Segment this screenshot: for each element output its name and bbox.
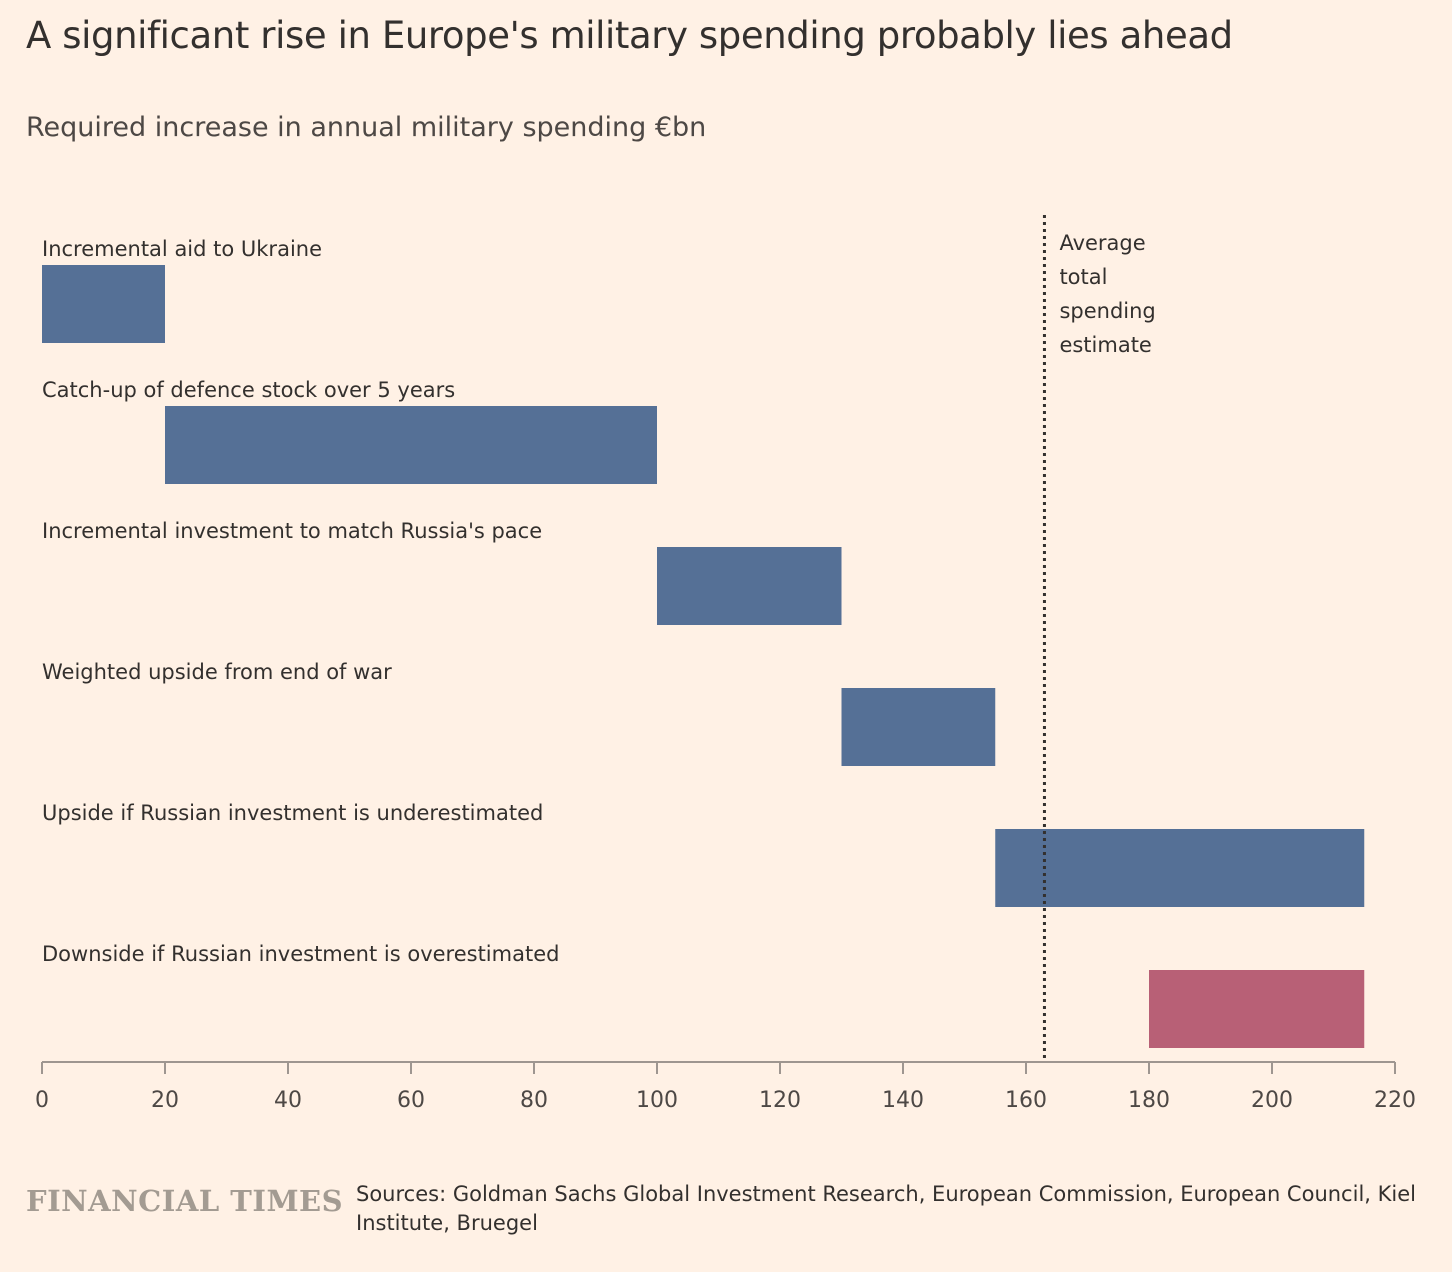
x-tick-label: 60 <box>397 1088 425 1113</box>
bar <box>841 688 996 766</box>
chart-subtitle: Required increase in annual military spe… <box>26 112 707 143</box>
bar <box>42 265 165 343</box>
chart-svg: Incremental aid to Ukraine Catch-up of de… <box>35 215 1416 1113</box>
x-tick-label: 80 <box>520 1088 548 1113</box>
x-tick-label: 0 <box>35 1088 49 1113</box>
bar <box>1149 970 1365 1048</box>
x-tick-label: 120 <box>759 1088 801 1113</box>
bar <box>995 829 1365 907</box>
reference-line-label: total <box>1059 265 1107 289</box>
x-tick-label: 20 <box>151 1088 179 1113</box>
category-label: Weighted upside from end of war <box>42 660 392 684</box>
x-tick-label: 220 <box>1374 1088 1416 1113</box>
x-tick-label: 180 <box>1128 1088 1170 1113</box>
bar <box>165 406 657 484</box>
reference-line-label: estimate <box>1059 333 1151 357</box>
x-tick-label: 160 <box>1005 1088 1047 1113</box>
x-tick-label: 100 <box>636 1088 678 1113</box>
bar <box>657 547 842 625</box>
financial-times-logo: FINANCIAL TIMES <box>26 1184 344 1218</box>
reference-line-label: Average <box>1059 231 1145 255</box>
source-note: Sources: Goldman Sachs Global Investment… <box>356 1182 1416 1235</box>
x-tick-label: 140 <box>882 1088 924 1113</box>
category-label: Incremental investment to match Russia's… <box>42 519 542 543</box>
chart-title: A significant rise in Europe's military … <box>26 14 1233 57</box>
reference-line-label: spending <box>1059 299 1155 323</box>
x-tick-label: 40 <box>274 1088 302 1113</box>
category-label: Upside if Russian investment is underest… <box>42 801 543 825</box>
category-label: Incremental aid to Ukraine <box>42 237 322 261</box>
category-label: Downside if Russian investment is overes… <box>42 942 559 966</box>
category-label: Catch-up of defence stock over 5 years <box>42 378 455 402</box>
x-tick-label: 200 <box>1251 1088 1293 1113</box>
